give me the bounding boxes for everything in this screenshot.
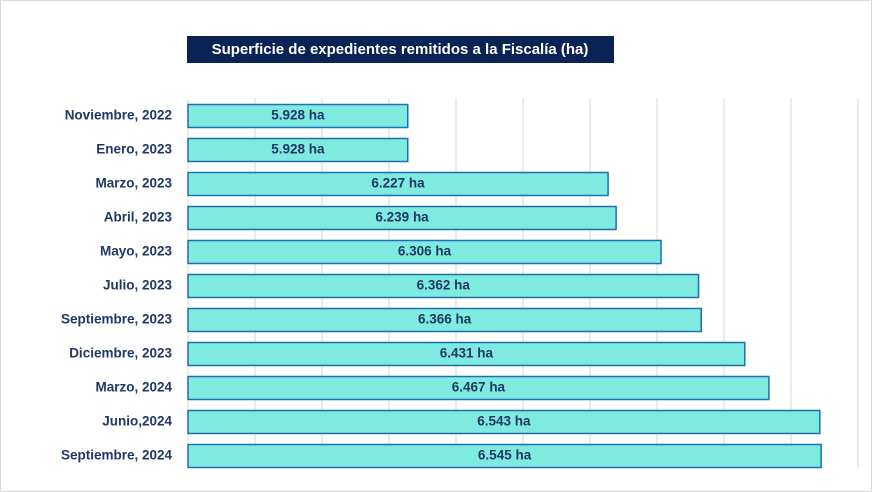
y-tick-label: Abril, 2023	[104, 210, 173, 225]
bar	[187, 375, 770, 401]
value-label: 5.928 ha	[271, 142, 325, 157]
value-label: 6.543 ha	[477, 414, 531, 429]
bar	[187, 103, 409, 129]
bar	[187, 307, 702, 333]
value-label: 6.366 ha	[418, 312, 472, 327]
y-tick-label: Julio, 2023	[103, 278, 173, 293]
value-label: 6.362 ha	[417, 278, 471, 293]
value-label: 6.545 ha	[478, 448, 532, 463]
bar	[187, 205, 617, 231]
bar	[187, 443, 822, 469]
bar	[187, 409, 821, 435]
bar	[187, 341, 746, 367]
value-label: 6.227 ha	[371, 176, 425, 191]
title-box	[187, 36, 614, 63]
y-tick-label: Septiembre, 2024	[61, 448, 173, 463]
y-tick-label: Enero, 2023	[96, 142, 172, 157]
bar	[187, 273, 700, 299]
value-label: 5.928 ha	[271, 108, 325, 123]
value-label: 6.431 ha	[440, 346, 494, 361]
y-tick-label: Septiembre, 2023	[61, 312, 173, 327]
value-label: 6.467 ha	[452, 380, 506, 395]
bar	[187, 171, 609, 197]
bar	[187, 137, 409, 163]
chart-title: Superficie de expedientes remitidos a la…	[212, 41, 589, 58]
value-label: 6.239 ha	[375, 210, 429, 225]
y-tick-label: Marzo, 2023	[95, 176, 172, 191]
y-tick-label: Noviembre, 2022	[65, 108, 172, 123]
y-tick-label: Marzo, 2024	[95, 380, 172, 395]
y-tick-label: Mayo, 2023	[100, 244, 173, 259]
y-tick-label: Junio,2024	[102, 414, 172, 429]
bar	[187, 239, 662, 265]
value-label: 6.306 ha	[398, 244, 452, 259]
y-tick-label: Diciembre, 2023	[69, 346, 172, 361]
